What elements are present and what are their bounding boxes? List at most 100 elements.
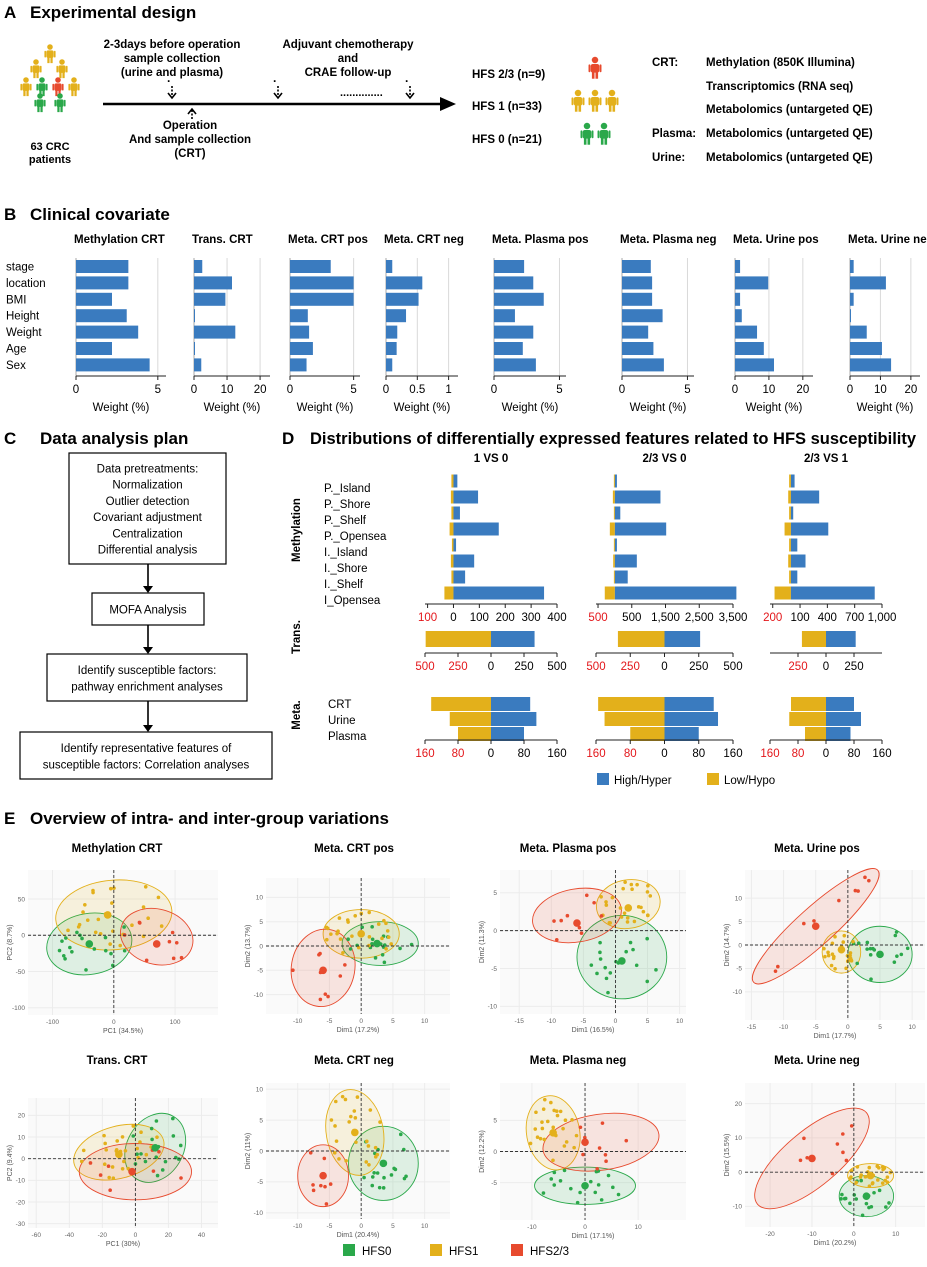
low-hypo-bar	[613, 474, 615, 488]
x-tick-label: 10	[421, 1018, 429, 1025]
sample-point	[409, 942, 414, 947]
sample-point	[291, 968, 295, 973]
sample-point	[830, 1171, 835, 1176]
sample-point	[843, 1196, 848, 1201]
sample-point	[562, 1144, 567, 1148]
sample-point	[156, 895, 161, 900]
sample-point	[856, 941, 861, 945]
tick-label: 160	[723, 748, 742, 760]
sample-point	[854, 1180, 859, 1185]
sample-point	[646, 913, 650, 917]
sample-point	[96, 917, 101, 922]
sample-point	[389, 1173, 394, 1177]
omics-method: Metabolomics (untargeted QE)	[706, 104, 873, 116]
sample-point	[563, 1118, 568, 1123]
y-tick-label: 5	[493, 890, 497, 897]
scatter-title: Meta. Plasma neg	[530, 1055, 627, 1067]
group-centroid	[152, 940, 161, 948]
sample-point	[634, 963, 639, 968]
covariate-chart: Meta. Plasma neg 0 5 Weight (%)	[619, 234, 717, 414]
sample-point	[645, 890, 650, 894]
sample-point	[604, 1159, 608, 1164]
hfs-groups-icon	[571, 56, 619, 145]
operation-3: (CRT)	[174, 148, 205, 160]
sample-point	[154, 1155, 158, 1159]
chart-title: Meta. Urine pos	[733, 234, 819, 246]
plot-background	[500, 870, 686, 1014]
sample-point	[641, 909, 646, 914]
low-hypo-bar	[604, 586, 615, 600]
y-tick-label: 0	[738, 942, 742, 949]
low-hypo-bar	[613, 570, 615, 584]
group-centroid	[379, 1159, 388, 1168]
covariate-bar	[290, 358, 307, 372]
covariate-bar	[622, 325, 649, 339]
y-tick-label: 10	[18, 1134, 26, 1141]
sample-point	[604, 976, 609, 981]
sample-point	[118, 943, 123, 948]
person-icon	[36, 77, 48, 97]
covariate-bar	[194, 276, 232, 290]
sample-point	[341, 951, 345, 955]
high-hyper-bar	[790, 490, 820, 504]
group-centroid	[866, 1171, 875, 1180]
x-axis-label: Dim1 (17.7%)	[814, 1033, 857, 1040]
legend-swatch	[511, 1244, 523, 1256]
scatter-title: Meta. Urine pos	[774, 843, 860, 855]
sample-point	[584, 893, 589, 898]
legend-label: HFS0	[362, 1246, 391, 1258]
sample-point	[884, 1205, 888, 1209]
sample-point	[155, 1173, 160, 1178]
covariate-bar	[194, 292, 226, 306]
low-hypo-bar	[598, 697, 665, 711]
sample-point	[178, 1143, 183, 1148]
sample-point	[880, 1165, 885, 1169]
scatter-title: Meta. Plasma pos	[520, 843, 617, 855]
sample-point	[364, 1160, 369, 1164]
low-hypo-bar	[789, 712, 826, 726]
low-hypo-bar	[450, 554, 454, 568]
sample-point	[350, 934, 354, 938]
sample-point	[569, 1186, 573, 1191]
tick-label: 250	[689, 661, 708, 673]
covariate-bar	[622, 342, 654, 355]
x-tick-label: -100	[46, 1019, 59, 1026]
legend-swatch	[343, 1244, 355, 1256]
sample-point	[849, 1168, 854, 1173]
covariate-bar	[290, 276, 354, 290]
tick-label: 0	[488, 748, 494, 760]
panel-d-title: Distributions of differentially expresse…	[310, 430, 917, 448]
sample-point	[382, 960, 387, 965]
group-centroid	[624, 904, 633, 912]
sample-point	[844, 966, 848, 971]
sample-point	[892, 960, 897, 964]
covariate-bar	[850, 260, 854, 273]
low-hypo-bar	[609, 522, 615, 536]
x-axis-label: Dim1 (17.2%)	[337, 1027, 380, 1034]
group-centroid	[837, 945, 846, 954]
group-legend: HFS0 HFS1 HFS2/3	[343, 1244, 569, 1258]
sample-point	[401, 1147, 406, 1152]
group-centroid	[581, 1138, 589, 1146]
scatter-plot: Trans. CRT -60 -40 -20 0 20 40 -30 -20 -10 0 10 20 PC…	[7, 1055, 218, 1248]
tick-label: 500	[586, 661, 605, 673]
sample-point	[328, 1182, 333, 1186]
sample-point	[606, 1173, 611, 1178]
sample-point	[63, 957, 67, 961]
sample-point	[538, 1136, 543, 1141]
sample-point	[337, 1157, 341, 1161]
tick-label: 80	[452, 748, 465, 760]
svg-text:·: ·	[167, 74, 171, 88]
covariate-bar	[76, 358, 150, 372]
omics-sample-label: CRT:	[652, 57, 678, 69]
sample-point	[373, 1155, 378, 1159]
x-axis-label: Dim1 (20.4%)	[337, 1232, 380, 1239]
x-tick-label: 0	[112, 1019, 116, 1026]
y-tick-label: 5	[259, 1117, 263, 1124]
sample-point	[92, 947, 97, 951]
low-hypo-bar	[774, 586, 791, 600]
sample-point	[575, 1200, 580, 1205]
low-hypo-bar	[617, 631, 665, 647]
sample-point	[311, 1188, 316, 1193]
covariate-bar	[386, 292, 419, 306]
